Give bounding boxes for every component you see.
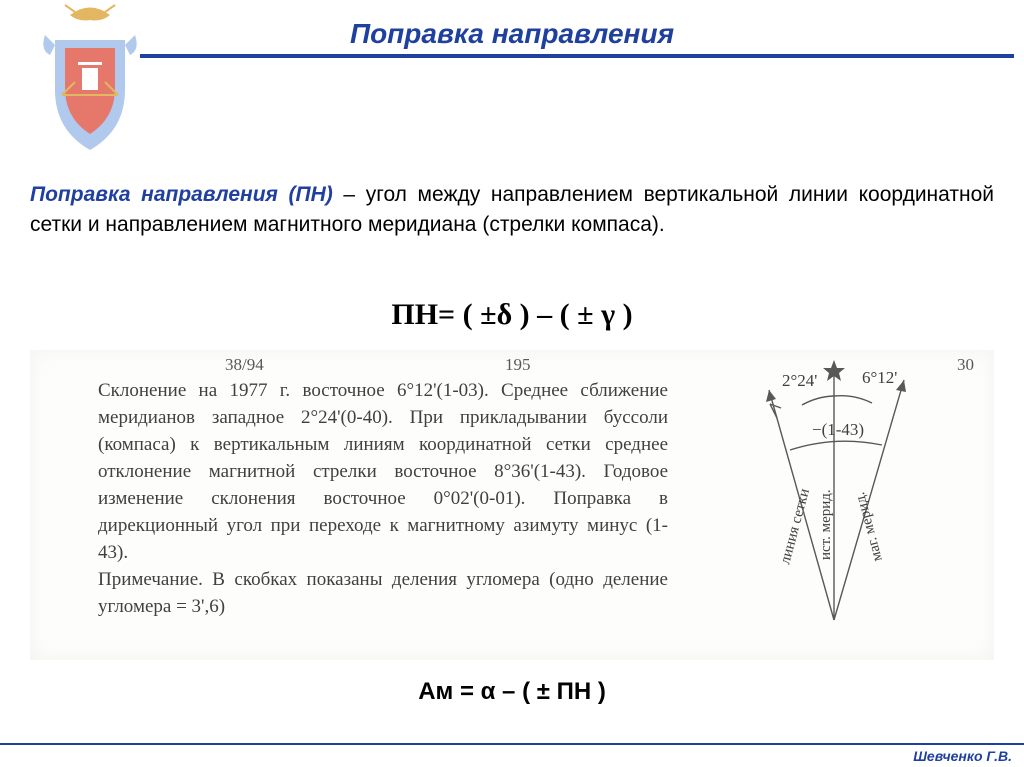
svg-text:ист. мерид.: ист. мерид. [818, 489, 834, 560]
author-credit: Шевченко Г.В. [913, 748, 1012, 764]
formula-am: Ам = α – ( ± ПН ) [0, 678, 1024, 706]
scan-label-1: 38/94 [225, 355, 264, 375]
defined-term: Поправка направления (ПН) [30, 183, 333, 206]
title-rule [140, 54, 1014, 58]
scan-body: Склонение на 1977 г. восточное 6°12'(1-0… [98, 378, 668, 621]
scan-body-text: Склонение на 1977 г. восточное 6°12'(1-0… [98, 380, 668, 563]
meridian-diagram: 2°24' 6°12' −(1-43) линия сетки ист. мер… [704, 350, 964, 640]
intro-paragraph: Поправка направления (ПН) – угол между н… [30, 180, 994, 241]
page-title: Поправка направления [350, 18, 674, 49]
scan-label-2: 195 [505, 355, 531, 375]
svg-text:маг. мерид.: маг. мерид. [852, 490, 886, 563]
scan-excerpt: 38/94 195 30 Склонение на 1977 г. восточ… [30, 350, 994, 660]
scan-note: Примечание. В скобках показаны деления у… [98, 569, 668, 617]
footer-rule [0, 743, 1024, 767]
formula-pn: ПН= ( ±δ ) – ( ± γ ) [0, 298, 1024, 332]
arc-label: −(1-43) [812, 420, 864, 439]
angle-right-label: 6°12' [862, 368, 897, 387]
title-bar: Поправка направления [0, 18, 1024, 58]
angle-left-label: 2°24' [782, 371, 817, 390]
